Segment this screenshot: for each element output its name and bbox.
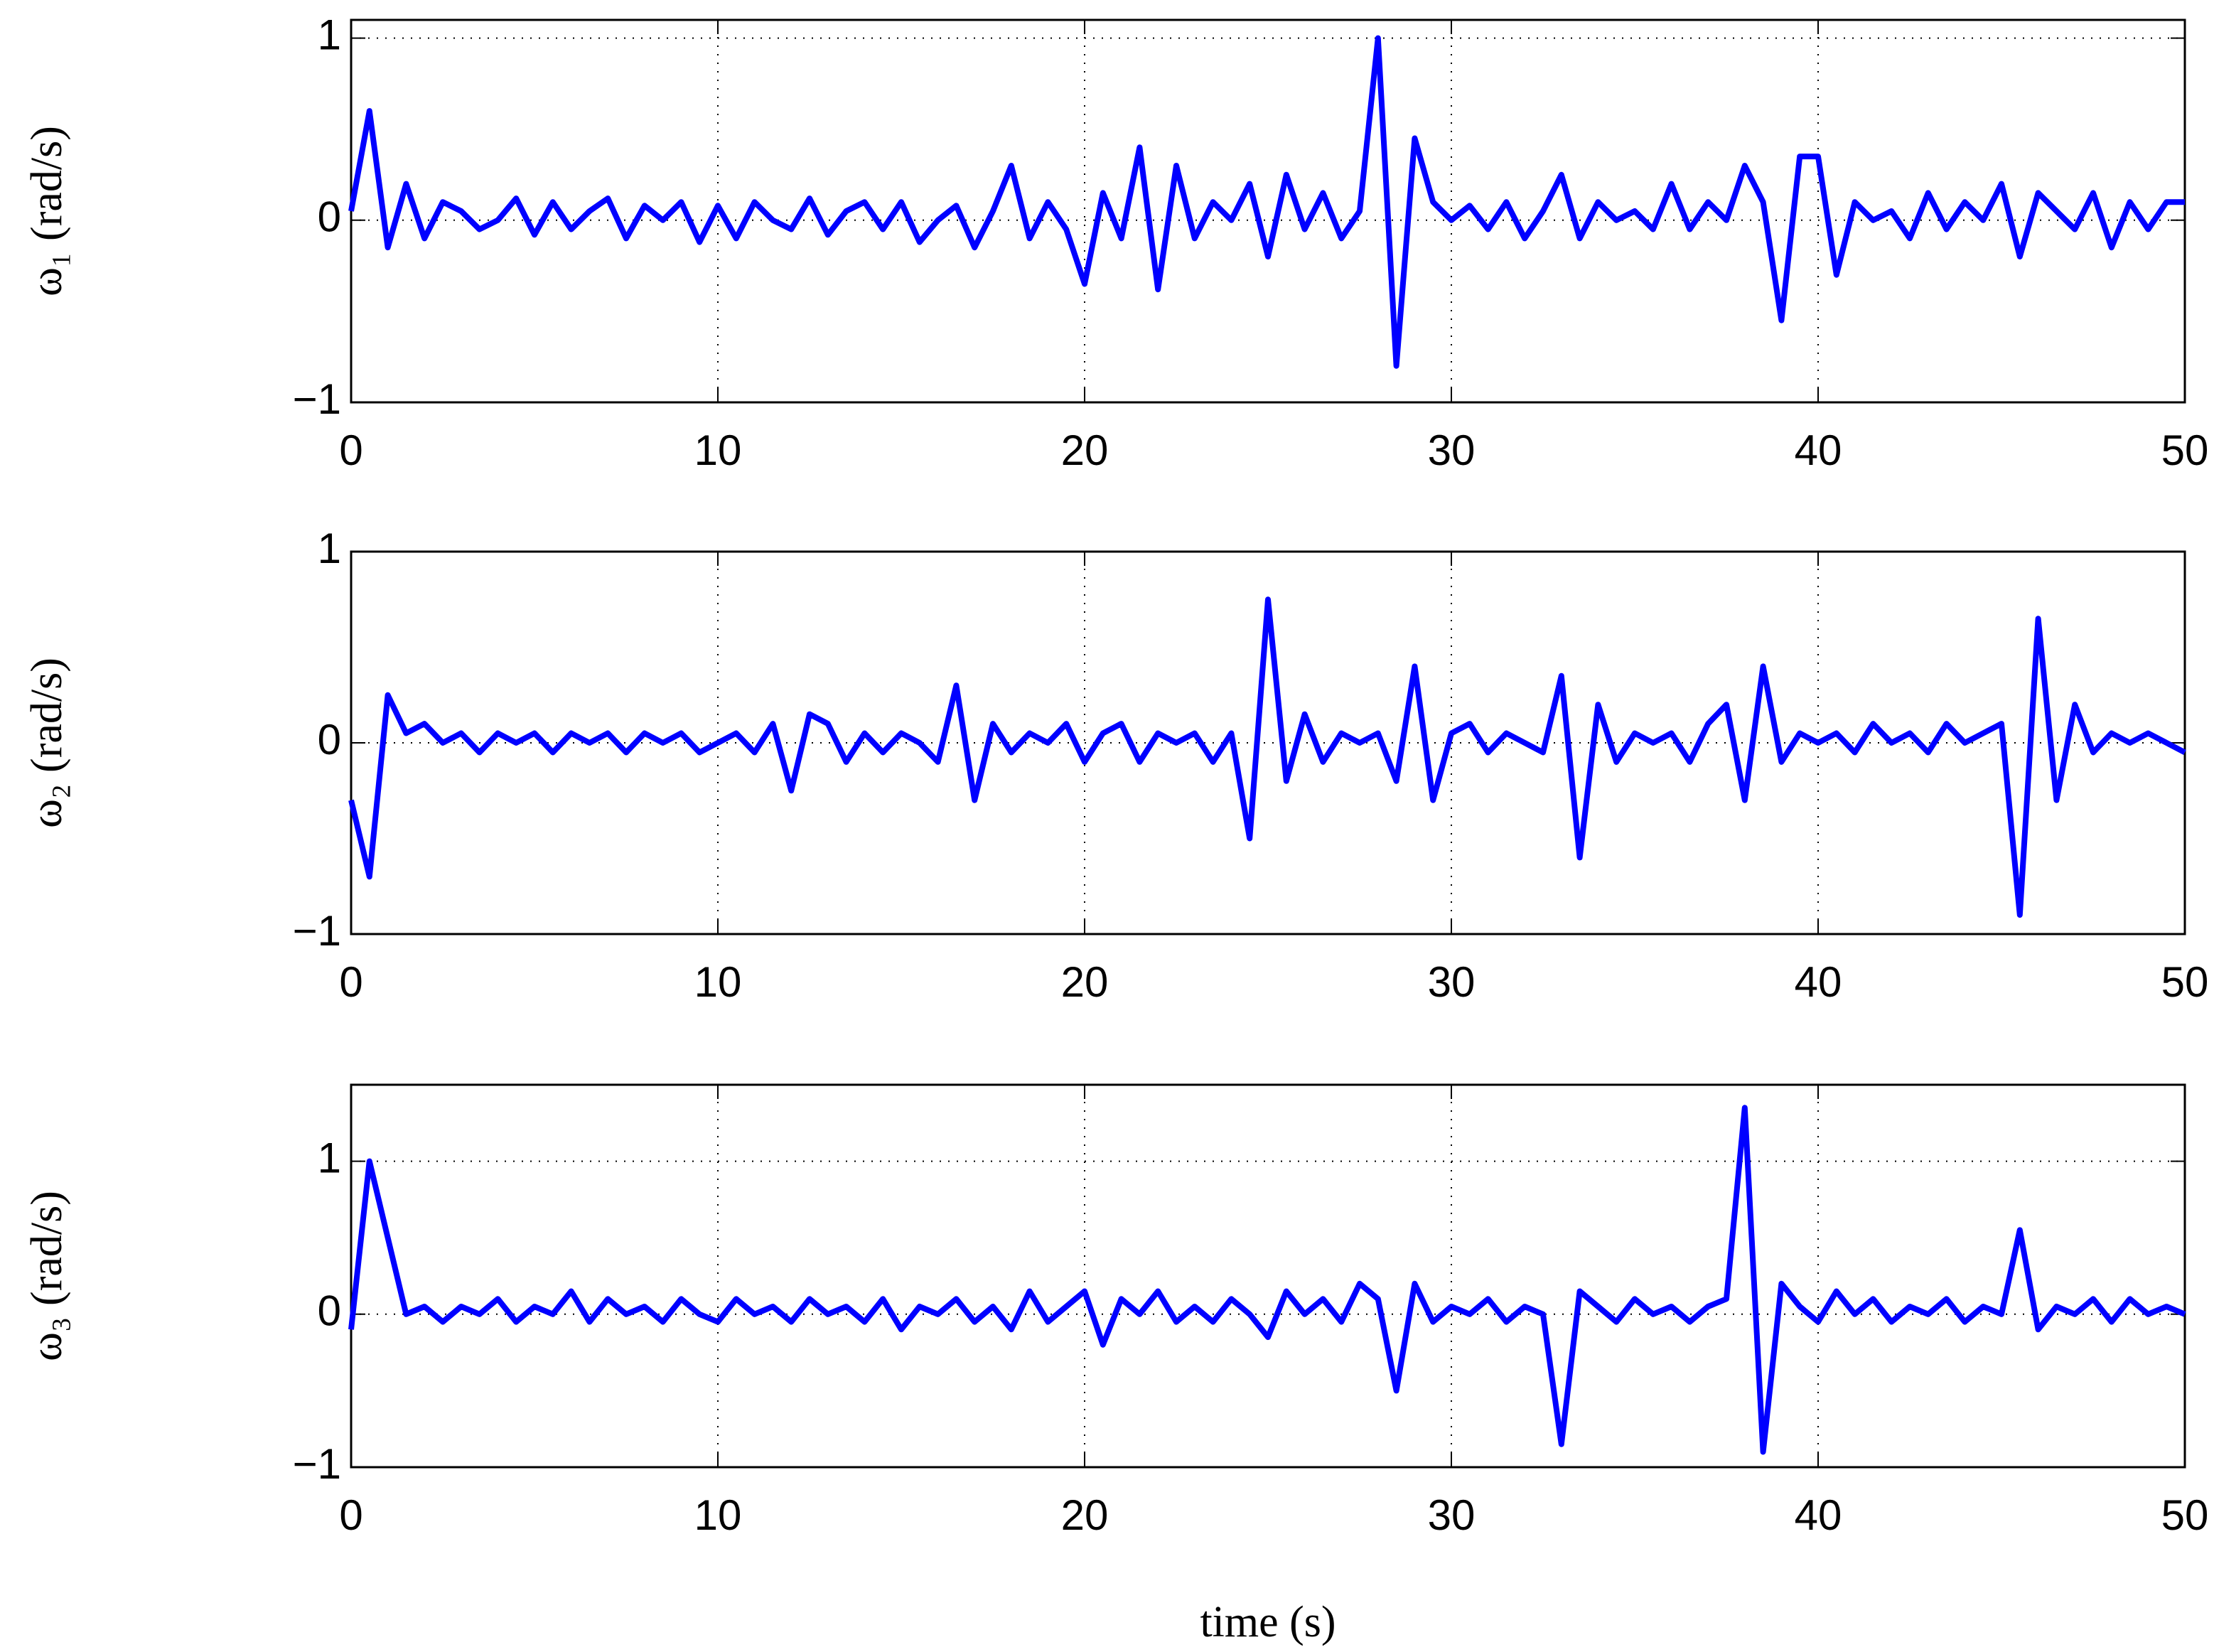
- x-tick-label: 50: [2161, 1491, 2209, 1539]
- y-axis-label: ω₂ (rad/s): [23, 658, 71, 828]
- x-tick-label: 20: [1061, 958, 1109, 1006]
- y-tick-label: 1: [318, 1134, 341, 1181]
- x-tick-label: 10: [694, 958, 742, 1006]
- plot-frame: [350, 550, 2186, 935]
- x-tick-label: 30: [1428, 1491, 1476, 1539]
- y-tick-label: 1: [318, 11, 341, 58]
- data-line: [348, 1105, 2186, 1455]
- x-tick-label: 10: [694, 1491, 742, 1539]
- y-tick-label: 0: [318, 716, 341, 763]
- x-tick-label: 50: [2161, 427, 2209, 474]
- x-tick-label: 0: [339, 1491, 362, 1539]
- x-tick-label: 40: [1795, 1491, 1842, 1539]
- x-tick-label: 30: [1428, 958, 1476, 1006]
- y-axis-label: ω₃ (rad/s): [23, 1191, 71, 1361]
- x-tick-label: 0: [339, 958, 362, 1006]
- x-tick-label: 40: [1795, 958, 1842, 1006]
- data-line: [348, 35, 2185, 369]
- x-tick-label: 10: [694, 427, 742, 474]
- plot-frame: [350, 18, 2186, 404]
- y-tick-label: 0: [318, 193, 341, 241]
- x-tick-label: 30: [1428, 427, 1476, 474]
- y-axis-label: ω₁ (rad/s): [23, 126, 71, 296]
- x-axis-label: time (s): [1200, 1598, 1336, 1646]
- y-tick-label: 1: [318, 525, 341, 572]
- y-tick-label: −1: [293, 1440, 341, 1488]
- plot-frame: [350, 1083, 2186, 1469]
- x-tick-label: 20: [1061, 1491, 1109, 1539]
- y-tick-label: −1: [293, 375, 341, 423]
- y-tick-label: 0: [318, 1287, 341, 1335]
- x-tick-label: 20: [1061, 427, 1109, 474]
- y-tick-label: −1: [293, 907, 341, 955]
- data-line: [348, 596, 2186, 918]
- x-tick-label: 50: [2161, 958, 2209, 1006]
- x-tick-label: 40: [1795, 427, 1842, 474]
- x-tick-label: 0: [339, 427, 362, 474]
